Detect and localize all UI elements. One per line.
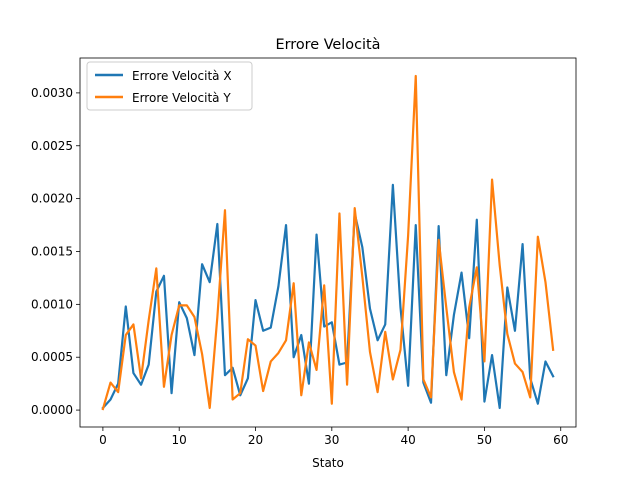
series-line-0 [101,183,555,410]
y-tick-label: 0.0020 [31,192,73,206]
y-axis: 0.0000 0.0005 0.0010 0.0015 0.0020 0.0025 0.00… [31,86,80,417]
x-tick-label: 10 [172,433,187,447]
legend: Errore Velocità X Errore Velocità Y [86,61,253,111]
legend-label-x: Errore Velocità X [132,69,232,83]
y-tick-label: 0.0025 [31,139,73,153]
chart-title: Errore Velocità [276,37,381,53]
y-tick-label: 0.0030 [31,86,73,100]
y-tick-label: 0.0015 [31,244,73,258]
x-tick-label: 20 [248,433,263,447]
x-tick-label: 0 [99,433,107,447]
y-tick-label: 0.0010 [31,297,73,311]
plot-area-frame [79,57,577,428]
y-tick-label: 0.0000 [31,403,73,417]
series-line-1 [101,74,555,411]
series-lines [101,74,555,411]
x-tick-label: 30 [324,433,339,447]
x-tick-label: 50 [477,433,492,447]
x-axis-label: Stato [312,456,344,470]
x-axis: 0 10 20 30 40 50 60 [99,427,568,447]
x-tick-label: 60 [553,433,568,447]
y-tick-label: 0.0005 [31,350,73,364]
legend-box [86,61,253,111]
legend-label-y: Errore Velocità Y [132,91,231,105]
x-tick-label: 40 [400,433,415,447]
